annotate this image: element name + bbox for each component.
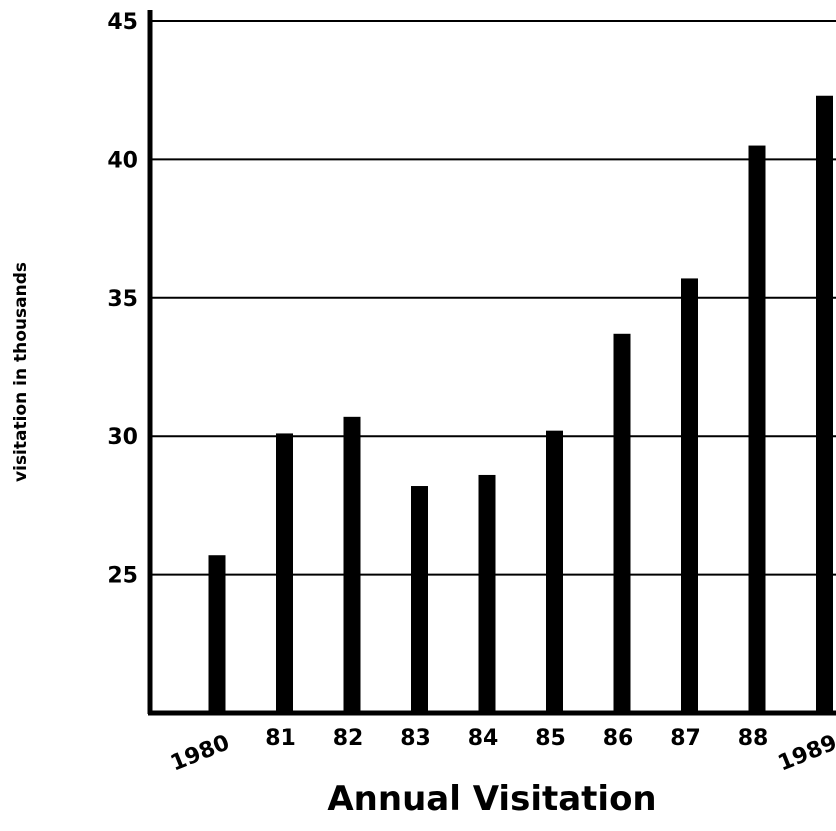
x-tick-label: 1989	[775, 730, 836, 776]
y-tick-label: 35	[107, 287, 138, 312]
x-tick-label: 84	[468, 726, 499, 751]
bar-1980	[208, 555, 226, 713]
x-tick-label: 82	[333, 726, 364, 751]
x-tick-label: 88	[738, 726, 769, 751]
y-tick-label: 25	[107, 564, 138, 589]
bar-86	[613, 333, 631, 713]
x-tick-label: 1980	[167, 730, 233, 776]
y-axis-label: visitation in thousands	[11, 262, 31, 482]
gridlines	[150, 20, 836, 576]
x-tick-labels: 1980 81 82 83 84 85 86 87 88 1989	[167, 726, 836, 777]
bar-83	[411, 486, 428, 713]
x-tick-label: 81	[265, 726, 296, 751]
bars	[208, 95, 833, 713]
x-tick-label: 87	[670, 726, 701, 751]
y-tick-label: 40	[107, 148, 138, 173]
bar-87	[681, 278, 698, 713]
bar-81	[276, 433, 293, 713]
bar-84	[478, 474, 496, 713]
chart-title: Annual Visitation	[327, 779, 656, 819]
bar-82	[343, 416, 361, 713]
x-tick-label: 85	[535, 726, 566, 751]
bar-88	[748, 145, 766, 713]
y-tick-label: 30	[107, 425, 138, 450]
bar-1989	[816, 95, 833, 713]
y-tick-label: 45	[107, 10, 138, 35]
x-tick-label: 83	[400, 726, 431, 751]
y-tick-labels: 25 30 35 40 45	[107, 10, 138, 589]
bar-85	[546, 430, 563, 713]
x-tick-label: 86	[603, 726, 634, 751]
